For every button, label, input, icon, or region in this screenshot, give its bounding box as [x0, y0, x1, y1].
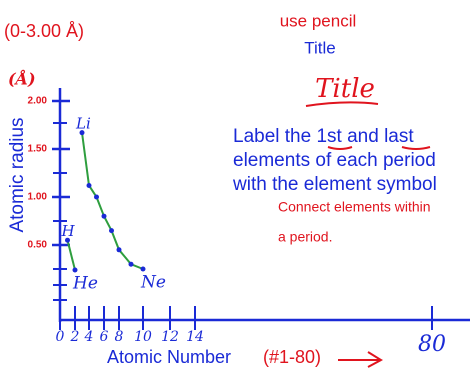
x-tick-label: 2 — [70, 329, 80, 345]
arrow — [338, 351, 384, 368]
instruction-underline — [327, 146, 431, 150]
x-axis-label: Atomic Number — [107, 347, 231, 367]
element-label: H — [61, 222, 76, 240]
y-axis-label: Atomic radius — [7, 117, 28, 232]
data-point — [109, 228, 114, 234]
title-note: Title — [304, 38, 336, 57]
x-tick-label: 6 — [100, 329, 109, 345]
title-underline — [305, 101, 379, 107]
data-point — [79, 130, 85, 136]
data-point — [94, 194, 99, 200]
series-line — [66, 239, 76, 271]
instruction-line: Label the 1st and last — [233, 126, 414, 147]
data-point — [140, 266, 146, 272]
x-tick-label: 0 — [56, 329, 65, 345]
x-tick-label: 14 — [186, 329, 204, 345]
data-point — [128, 261, 134, 267]
y-range-note: (0-3.00 Å) — [4, 21, 84, 41]
y-tick-label: 2.00 — [28, 96, 48, 107]
series-line — [81, 132, 144, 270]
data-point — [65, 237, 70, 243]
title-handwritten: Title — [315, 74, 375, 104]
y-tick-label: 1.50 — [28, 144, 48, 155]
element-label: Ne — [140, 273, 166, 293]
x-tick-label: 10 — [134, 329, 152, 345]
x-axis-note: (#1-80) — [263, 347, 321, 367]
x-tick-label: 8 — [115, 329, 124, 345]
pencil-note: use pencil — [280, 11, 357, 30]
data-point — [116, 247, 122, 253]
y-tick-label: 1.00 — [28, 192, 48, 203]
x-tick-label: 12 — [161, 329, 179, 345]
connect-note: Connect elements within — [278, 199, 431, 215]
data-point — [72, 267, 78, 273]
data-point — [101, 213, 107, 219]
element-label: Li — [75, 115, 91, 133]
instruction-line: with the element symbol — [232, 174, 437, 195]
x-tick-label: 4 — [84, 329, 94, 345]
instruction-line: elements of each period — [233, 150, 436, 171]
element-label: He — [72, 273, 98, 293]
x-tick-label: 80 — [418, 332, 446, 357]
y-tick-label: 0.50 — [28, 240, 48, 251]
connect-note: a period. — [278, 229, 332, 245]
y-unit: (Å) — [8, 68, 36, 89]
data-point — [86, 182, 92, 188]
